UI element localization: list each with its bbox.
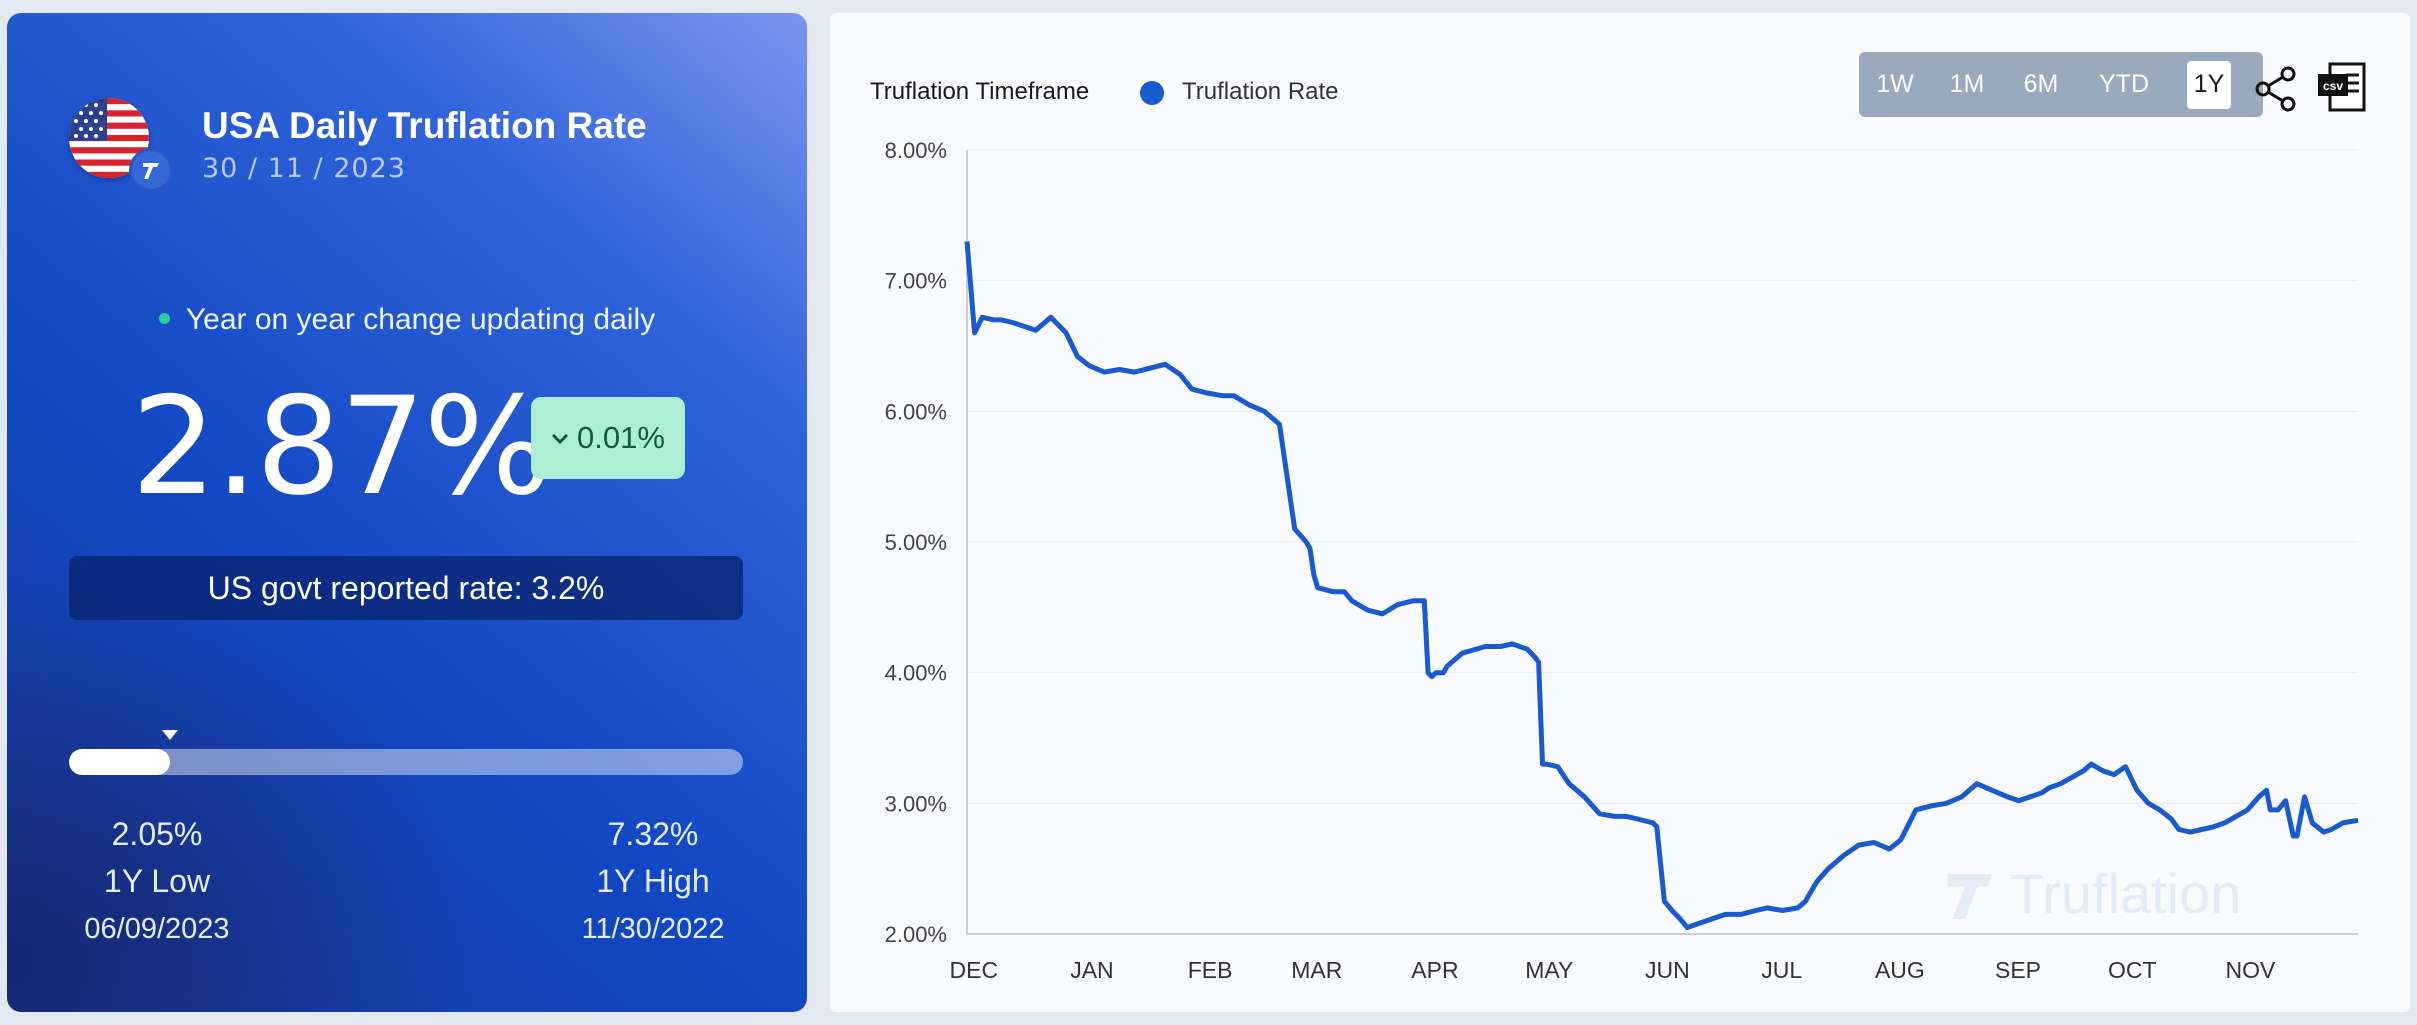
low-date: 06/09/2023 — [84, 913, 230, 945]
high-value: 7.32% — [607, 816, 699, 852]
series-line-truflation-rate[interactable] — [964, 241, 2359, 930]
share-icon[interactable] — [2253, 66, 2299, 112]
low-label: 1Y Low — [103, 863, 211, 899]
yoy-status: Year on year change updating daily — [7, 303, 807, 337]
y-tick-label: 7.00% — [885, 269, 947, 294]
timeframe-1y-button[interactable]: 1Y — [2187, 60, 2231, 109]
x-tick-label: MAR — [1291, 957, 1342, 983]
watermark-text: Truflation — [2010, 862, 2242, 925]
watermark: Truflation — [1940, 861, 2241, 926]
low-value: 2.05% — [111, 816, 203, 852]
watermark-logo-icon — [1947, 873, 1993, 919]
flag-logo-group — [69, 98, 179, 192]
range-marker-icon — [162, 730, 179, 740]
y-tick-label: 2.00% — [885, 922, 947, 947]
x-tick-label: DEC — [950, 957, 999, 983]
x-tick-label: MAY — [1525, 957, 1573, 983]
card-date: 30 / 11 / 2023 — [202, 153, 406, 184]
legend-series-label[interactable]: Truflation Rate — [1182, 78, 1339, 105]
y-tick-label: 6.00% — [885, 399, 947, 424]
legend-series-dot-icon[interactable] — [1140, 81, 1164, 105]
x-tick-label: NOV — [2226, 957, 2277, 983]
change-badge: 0.01% — [531, 397, 685, 479]
x-tick-label: FEB — [1188, 957, 1233, 983]
timeframe-1m-button[interactable]: 1M — [1949, 70, 1985, 98]
timeframe-ytd-button[interactable]: YTD — [2099, 70, 2149, 98]
y-tick-label: 3.00% — [885, 791, 947, 816]
line-chart[interactable]: 2.00% 3.00% 4.00% 5.00% 6.00% 7.00% 8.00% DEC JA… — [830, 13, 2410, 1012]
timeframe-1w-button[interactable]: 1W — [1876, 70, 1914, 98]
chart-card: 2.00% 3.00% 4.00% 5.00% 6.00% 7.00% 8.00% DEC JA… — [830, 13, 2410, 1012]
x-tick-label: SEP — [1995, 957, 2041, 983]
range-track — [69, 749, 743, 775]
x-tick-label: JAN — [1070, 957, 1113, 983]
truflation-logo-icon — [129, 148, 173, 192]
current-rate: 2.87% — [131, 368, 552, 525]
x-tick-label: APR — [1411, 957, 1458, 983]
live-status-dot-icon — [158, 312, 170, 324]
chevron-down-icon — [551, 425, 569, 451]
high-date: 11/30/2022 — [581, 913, 725, 945]
csv-download-icon[interactable]: csv — [2316, 61, 2368, 115]
range-fill — [69, 749, 171, 775]
card-title: USA Daily Truflation Rate — [202, 105, 647, 146]
range-high: 7.32% 1Y High 11/30/2022 — [543, 811, 763, 953]
y-tick-label: 5.00% — [885, 530, 947, 555]
y-tick-label: 8.00% — [885, 138, 947, 163]
timeframe-6m-button[interactable]: 6M — [2023, 70, 2059, 98]
timeframe-selector: 1W 1M 6M YTD 1Y — [1859, 52, 2263, 117]
legend-title: Truflation Timeframe — [870, 78, 1090, 105]
csv-label: csv — [2323, 79, 2343, 93]
rate-summary-card: USA Daily Truflation Rate 30 / 11 / 2023… — [7, 13, 807, 1012]
range-low: 2.05% 1Y Low 06/09/2023 — [47, 811, 267, 953]
x-tick-label: AUG — [1875, 957, 1925, 983]
y-tick-label: 4.00% — [885, 661, 947, 686]
govt-rate-banner: US govt reported rate: 3.2% — [69, 556, 743, 620]
x-tick-label: JUL — [1761, 957, 1802, 983]
high-label: 1Y High — [596, 863, 710, 899]
change-value: 0.01% — [577, 420, 665, 455]
x-tick-label: JUN — [1645, 957, 1690, 983]
yoy-text: Year on year change updating daily — [185, 303, 656, 336]
x-tick-label: OCT — [2108, 957, 2157, 983]
